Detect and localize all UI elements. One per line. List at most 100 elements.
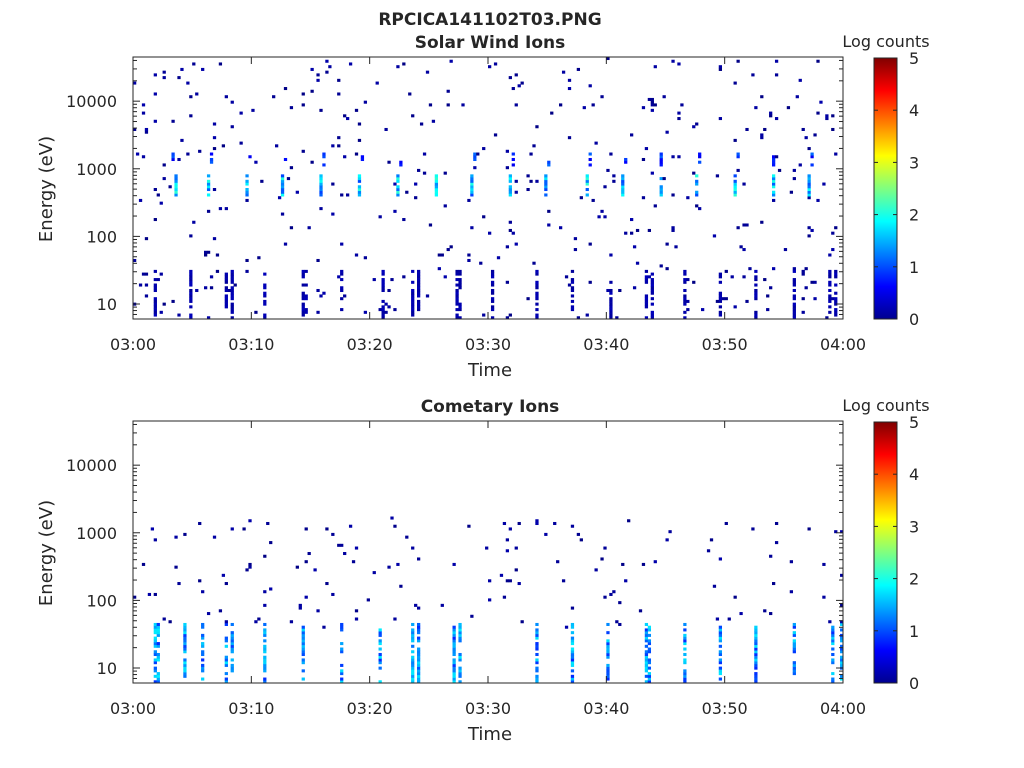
spectrogram-cell	[834, 299, 838, 303]
spectrogram-cell	[544, 193, 548, 197]
spectrogram-cell	[535, 316, 539, 320]
spectrogram-cell	[570, 639, 575, 643]
spectrogram-cell	[804, 136, 808, 140]
spectrogram-cell	[748, 267, 752, 271]
spectrogram-cell	[490, 272, 495, 276]
spectrogram-cell	[230, 663, 234, 667]
spectrogram-cell	[378, 628, 382, 632]
spectrogram-cell	[834, 272, 838, 276]
spectrogram-cell	[411, 639, 415, 643]
spectrogram-cell	[600, 209, 604, 213]
spectrogram-cell	[183, 622, 187, 626]
spectrogram-cell	[579, 538, 583, 542]
spectrogram-cell	[138, 198, 143, 202]
spectrogram-cell	[733, 185, 737, 189]
spectrogram-cell	[153, 674, 157, 678]
spectrogram-cell	[659, 152, 663, 156]
y-tick-label: 100	[86, 591, 117, 610]
spectrogram-cell	[742, 182, 746, 186]
colorbar-tick-label: 3	[909, 153, 919, 172]
spectrogram-cell	[603, 595, 607, 599]
spectrogram-cell	[526, 297, 530, 301]
spectrogram-cell	[458, 658, 462, 662]
spectrogram-cell	[588, 84, 592, 88]
spectrogram-cell	[795, 95, 799, 99]
spectrogram-cell	[452, 652, 456, 657]
spectrogram-cell	[455, 313, 459, 317]
spectrogram-cell	[340, 622, 344, 626]
spectrogram-cell	[650, 302, 654, 306]
spectrogram-cell	[153, 297, 157, 301]
spectrogram-cell	[511, 231, 515, 235]
spectrogram-cell	[304, 294, 308, 298]
spectrogram-cell	[650, 108, 654, 112]
spectrogram-cell	[455, 316, 459, 320]
spectrogram-cell	[831, 127, 835, 131]
spectrogram-cell	[378, 647, 382, 651]
spectrogram-cell	[567, 283, 572, 287]
spectrogram-cell	[807, 226, 811, 230]
spectrogram-cell	[570, 677, 575, 681]
spectrogram-cell	[585, 188, 589, 192]
spectrogram-cell	[301, 644, 305, 648]
spectrogram-cell	[754, 288, 758, 293]
spectrogram-cell	[316, 288, 320, 293]
spectrogram-cell	[417, 680, 421, 684]
spectrogram-cell	[212, 188, 217, 192]
spectrogram-cell	[665, 130, 669, 134]
spectrogram-cell	[505, 166, 510, 170]
spectrogram-cell	[517, 521, 521, 526]
spectrogram-cell	[411, 308, 415, 312]
spectrogram-cell	[683, 310, 687, 314]
spectrogram-cell	[458, 625, 462, 629]
spectrogram-cell	[301, 647, 305, 651]
spectrogram-cell	[443, 275, 447, 279]
spectrogram-cell	[289, 106, 294, 110]
spectrogram-cell	[156, 642, 160, 646]
spectrogram-cell	[381, 272, 385, 276]
spectrogram-cell	[458, 286, 462, 290]
spectrogram-cell	[162, 617, 166, 621]
spectrogram-cell	[754, 639, 758, 643]
spectrogram-cell	[263, 663, 267, 667]
spectrogram-cell	[263, 554, 267, 558]
spectrogram-cell	[186, 152, 190, 156]
spectrogram-cell	[490, 299, 495, 303]
spectrogram-cell	[840, 603, 844, 607]
spectrogram-cell	[263, 316, 267, 320]
spectrogram-cell	[609, 310, 613, 314]
spectrogram-cell	[570, 625, 575, 629]
spectrogram-cell	[792, 644, 796, 648]
spectrogram-cell	[597, 215, 601, 219]
spectrogram-cell	[177, 313, 181, 317]
spectrogram-cell	[417, 275, 421, 279]
spectrogram-cell	[304, 269, 308, 273]
spectrogram-cell	[263, 655, 267, 659]
spectrogram-cell	[774, 155, 779, 159]
spectrogram-cell	[174, 190, 178, 194]
spectrogram-cell	[769, 114, 773, 118]
spectrogram-cell	[144, 127, 149, 131]
spectrogram-cell	[798, 78, 802, 82]
spectrogram-cell	[485, 546, 489, 550]
spectrogram-cell	[644, 669, 649, 673]
spectrogram-cell	[390, 278, 394, 282]
spectrogram-cell	[745, 299, 749, 303]
spectrogram-cell	[754, 658, 758, 662]
spectrogram-cell	[301, 661, 305, 665]
spectrogram-cell	[683, 278, 687, 282]
spectrogram-cell	[683, 294, 687, 298]
spectrogram-cell	[490, 288, 495, 293]
spectrogram-cell	[772, 182, 776, 186]
spectrogram-cell	[396, 193, 400, 197]
spectrogram-cell	[417, 305, 421, 309]
spectrogram-cell	[659, 157, 663, 162]
spectrogram-cell	[754, 655, 758, 659]
spectrogram-cell	[224, 677, 228, 681]
spectrogram-cell	[201, 644, 205, 648]
spectrogram-cell	[189, 313, 193, 317]
spectrogram-cell	[686, 278, 690, 282]
spectrogram-cell	[647, 647, 652, 651]
spectrogram-cell	[490, 283, 495, 287]
spectrogram-cell	[224, 655, 228, 659]
